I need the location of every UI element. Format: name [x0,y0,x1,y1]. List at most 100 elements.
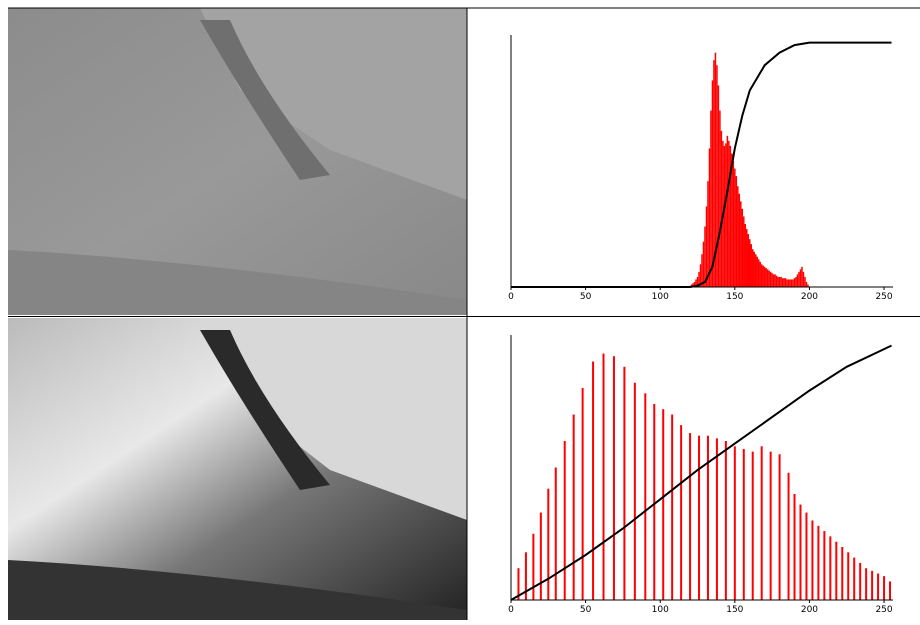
bar [806,282,807,287]
bar [721,131,722,287]
bar [707,436,709,600]
x-tick-label: 100 [652,605,669,615]
bar [835,542,837,600]
bar [800,269,801,287]
bar [755,254,756,287]
bar [634,383,636,600]
bar [883,576,885,600]
bar [805,513,807,600]
bar [788,473,790,600]
bar [733,161,734,287]
bar [746,229,747,287]
bar [865,568,867,600]
bar [804,277,805,287]
bar [742,209,743,287]
bar [737,186,738,287]
bar [779,277,780,287]
bar [799,505,801,600]
bar [877,574,879,601]
bar [547,489,549,600]
bar [783,278,784,287]
bar [701,254,702,287]
bar [653,404,655,600]
bar [792,279,793,287]
bar [709,148,710,287]
bar [789,279,790,287]
x-tick-label: 200 [801,292,818,302]
bar [817,526,819,600]
bar [764,267,765,287]
bar [662,409,664,600]
bar [759,262,760,287]
bar [779,454,781,600]
photo-original [8,8,467,315]
bar [771,273,772,287]
bar [727,136,728,287]
figure: 050100150200250050100150200250 [0,0,920,621]
bar [794,494,796,600]
x-tick-label: 150 [726,605,743,615]
bar [555,468,557,601]
bar [725,143,726,287]
bar [707,181,708,287]
bar [743,216,744,287]
bar [613,356,615,600]
bar [745,224,746,287]
bar [801,267,802,287]
x-tick-label: 50 [580,292,592,302]
bar [753,252,754,287]
bar [811,521,813,601]
bar [689,433,691,600]
x-tick-label: 150 [726,292,743,302]
bar [797,274,798,287]
bar [859,563,861,600]
bar [703,242,704,287]
bar [573,415,575,601]
bar [770,272,771,287]
x-tick-label: 0 [508,605,514,615]
bar [734,169,735,287]
bar [725,441,727,600]
bar [680,425,682,600]
bar [749,239,750,287]
bar [803,272,804,287]
bar [719,111,720,287]
bar [780,277,781,287]
bar [777,277,778,287]
bar [532,534,534,600]
bar [773,274,774,287]
bar [748,234,749,287]
bar [716,438,718,600]
bar [762,266,763,287]
bar [540,513,542,600]
bar [716,65,717,287]
bar [768,271,769,287]
bar [847,552,849,600]
bar [788,279,789,287]
x-tick-label: 100 [652,292,669,302]
bar [774,274,775,287]
bar [736,176,737,287]
bar [794,278,795,287]
bar [740,201,741,287]
photo-equalized [8,318,467,620]
x-tick-label: 0 [508,292,514,302]
bar [743,449,745,600]
bar [871,571,873,600]
bar [770,452,772,600]
bar [623,367,625,600]
bar [750,244,751,287]
bar [841,547,843,600]
bar [776,276,777,287]
x-tick-label: 250 [875,605,892,615]
bar [786,279,787,287]
bar [724,146,725,287]
bar [829,536,831,600]
bar [734,446,736,600]
bar [785,278,786,287]
bar [644,393,646,600]
bar [798,272,799,287]
bar [889,581,891,600]
bar [823,531,825,600]
x-tick-label: 50 [580,605,592,615]
